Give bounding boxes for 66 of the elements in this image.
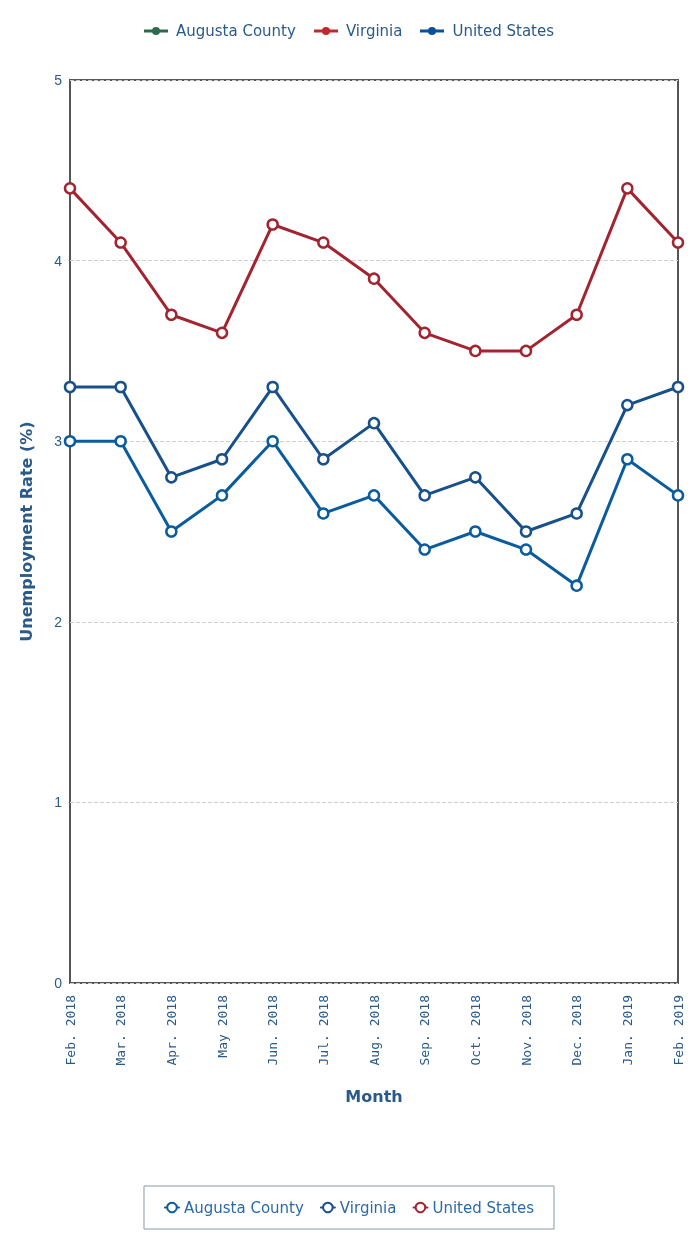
point	[671, 489, 685, 502]
point	[114, 236, 127, 249]
point	[317, 453, 330, 466]
point	[165, 525, 178, 538]
x-axis-title: Month	[345, 1086, 403, 1106]
point	[469, 344, 482, 358]
point	[266, 434, 279, 448]
x-tick-label: Sep. 2018	[417, 995, 433, 1066]
legend-label: Augusta County	[184, 1198, 304, 1217]
point	[519, 543, 533, 556]
x-tick-label: Aug. 2018	[366, 995, 382, 1066]
x-tick-label: Jun. 2018	[265, 995, 281, 1066]
point	[418, 326, 431, 340]
point	[469, 471, 482, 484]
point	[519, 525, 533, 538]
point	[63, 434, 77, 448]
y-tick-label: 2	[54, 613, 63, 630]
point	[317, 236, 330, 249]
point	[621, 453, 634, 466]
text: Augusta County	[175, 22, 296, 40]
x-tick-label: Nov. 2018	[518, 995, 534, 1066]
point	[165, 308, 178, 322]
point	[215, 489, 229, 502]
text: United States	[452, 22, 555, 40]
x-tick-label: Jan. 2019	[619, 995, 635, 1066]
x-tick-label: Apr. 2018	[163, 995, 179, 1066]
point	[367, 272, 381, 285]
point	[367, 489, 381, 502]
point	[519, 344, 533, 358]
x-tick-label: Dec. 2018	[569, 995, 585, 1066]
point	[570, 579, 583, 592]
point	[215, 453, 229, 466]
point	[63, 182, 77, 195]
x-tick-label: Feb. 2018	[62, 995, 78, 1066]
point	[215, 326, 229, 340]
x-tick-label: May 2018	[214, 995, 230, 1058]
x-tick-label: Feb. 2019	[670, 995, 686, 1066]
legend-label: Virginia	[339, 1198, 397, 1217]
point	[266, 380, 279, 394]
point	[114, 380, 127, 394]
x-tick-label: Oct. 2018	[467, 995, 483, 1066]
y-tick-label: 5	[54, 72, 63, 88]
point	[570, 308, 583, 322]
point	[621, 398, 634, 412]
y-axis-title: Unemployment Rate (%)	[16, 421, 36, 642]
point	[165, 471, 178, 484]
point	[266, 218, 279, 231]
x-tick-label: Mar. 2018	[113, 995, 129, 1066]
y-tick-label: 1	[54, 794, 63, 811]
point	[418, 543, 431, 556]
x-tick-label: Jul. 2018	[315, 995, 331, 1066]
point	[469, 525, 482, 538]
point	[570, 507, 583, 520]
point	[367, 416, 381, 430]
point	[671, 236, 685, 249]
legend-label: United States	[432, 1198, 535, 1217]
point	[317, 507, 330, 520]
text: Virginia	[345, 22, 403, 40]
point	[671, 380, 685, 394]
point	[114, 434, 127, 448]
point	[418, 489, 431, 502]
y-tick-label: 3	[54, 433, 63, 450]
y-tick-label: 0	[54, 975, 63, 991]
point	[63, 380, 77, 394]
y-tick-label: 4	[54, 252, 63, 269]
point	[621, 182, 634, 195]
